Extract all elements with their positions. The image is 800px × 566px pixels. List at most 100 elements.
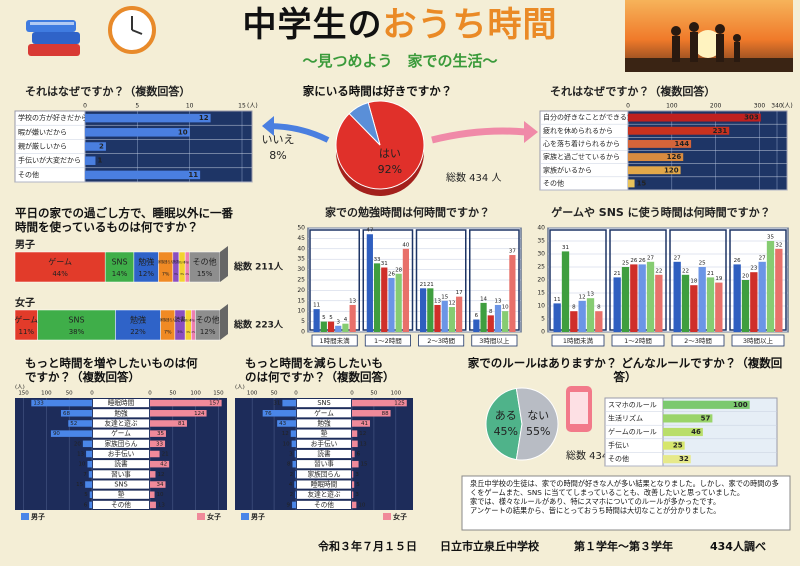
bar: [31, 399, 93, 407]
value-label: 2: [290, 492, 294, 498]
category-label: 塾: [118, 490, 125, 499]
value-label: 11: [313, 303, 320, 309]
value-label: 5: [356, 482, 360, 488]
bar: [87, 460, 92, 468]
value-label: 20: [742, 274, 749, 280]
bar: [50, 430, 92, 437]
segment-value: 3%: [174, 272, 179, 276]
category-label: 親が厳しいから: [18, 142, 67, 151]
slice-value: 8%: [269, 149, 286, 162]
segment-label: 読書: [173, 259, 180, 264]
category-label: 家族団らん: [104, 439, 137, 448]
segment-value: 7%: [164, 330, 172, 336]
value-label: 3: [336, 319, 340, 325]
value-label: 35: [767, 235, 774, 241]
total-note: 総数 223人: [233, 319, 284, 331]
value-label: 8: [597, 305, 601, 311]
value-label: 303: [744, 114, 759, 122]
category-label: 睡眠時間: [311, 481, 338, 489]
value-label: 33: [156, 441, 163, 447]
bar: [663, 400, 750, 409]
category-box: [297, 419, 351, 428]
bar: [86, 450, 92, 458]
bar: [292, 501, 296, 509]
category-label: 習い事: [111, 469, 131, 478]
bar: [282, 399, 296, 407]
value-label: 15: [637, 179, 647, 187]
value-label: 15: [76, 482, 83, 488]
segment-label: 勉強: [130, 315, 146, 325]
x-tick-label: 0: [626, 103, 630, 110]
axis-unit: (人): [782, 103, 793, 110]
category-label: ゲーム: [314, 408, 334, 417]
value-label: 2: [290, 472, 294, 478]
clock-icon: [108, 6, 156, 54]
category-label: 暇が嫌いだから: [18, 127, 67, 136]
bar: [150, 501, 156, 509]
category-box: [93, 500, 149, 509]
y-tick-label: 50: [297, 225, 305, 232]
y-tick-label: 15: [537, 290, 545, 297]
legend-label: 男子: [251, 513, 265, 521]
bar: [352, 410, 391, 417]
value-label: 26: [630, 258, 637, 264]
category-box: [297, 470, 351, 479]
bar-segment: [14, 251, 106, 283]
value-label: 33: [374, 257, 381, 263]
group-frame: [469, 229, 520, 331]
bar: [628, 179, 635, 188]
value-label: 12: [579, 294, 586, 300]
value-label: 8: [489, 309, 493, 315]
value-label: 18: [690, 279, 697, 285]
bar: [352, 471, 354, 478]
y-tick-label: 20: [537, 277, 545, 284]
bar-segment: [189, 251, 221, 283]
bar: [295, 491, 296, 498]
bar-segment: [104, 251, 135, 283]
category-box: [297, 449, 351, 459]
value-label: 3: [289, 452, 293, 458]
value-label: 21: [162, 452, 169, 458]
segment-label: 家族団らん: [160, 317, 176, 322]
x-tick-label: 150: [213, 391, 224, 397]
axis-unit: (人): [235, 385, 245, 391]
bar: [290, 430, 296, 437]
bar: [85, 156, 96, 165]
y-tick-label: 45: [297, 235, 305, 242]
bar: [494, 304, 502, 332]
arrow-head-right: [524, 121, 538, 143]
y-tick-label: 10: [537, 303, 545, 310]
category-box: [93, 449, 149, 459]
pie-slice: [485, 387, 523, 461]
category-box: [611, 334, 665, 347]
bar: [85, 170, 201, 180]
x-tick-label: 50: [370, 391, 377, 397]
value-label: 13: [77, 452, 84, 458]
bar: [68, 420, 92, 427]
category-box: [93, 490, 149, 499]
category-box: [471, 334, 518, 347]
value-label: 23: [750, 266, 757, 272]
value-label: 27: [674, 255, 681, 261]
bar: [402, 248, 409, 332]
legend-swatch: [197, 513, 205, 520]
value-label: 12: [448, 301, 455, 307]
category-box: [551, 334, 605, 347]
value-label: 46: [691, 428, 701, 436]
chart-title: それはなぜですか？（複数回答）: [25, 84, 190, 98]
category-label: スマホのルール: [608, 401, 657, 409]
category-box: [311, 334, 358, 347]
segment-label: ゲーム: [14, 315, 38, 325]
bar: [698, 267, 706, 332]
category-box: [297, 460, 351, 469]
category-label: 睡眠時間: [108, 399, 135, 407]
footer-school: 日立市立泉丘中学校: [440, 540, 539, 553]
category-label: その他: [314, 500, 334, 509]
value-label: 10: [178, 128, 188, 136]
summary: 泉丘中学校の生徒は、家での時間が好きな人が多い結果となりました。しかし、家での時…: [470, 479, 786, 515]
bar-segment: [37, 309, 116, 341]
summary-box: [461, 475, 791, 531]
bar: [673, 261, 681, 332]
sunset-picture: [625, 0, 793, 72]
